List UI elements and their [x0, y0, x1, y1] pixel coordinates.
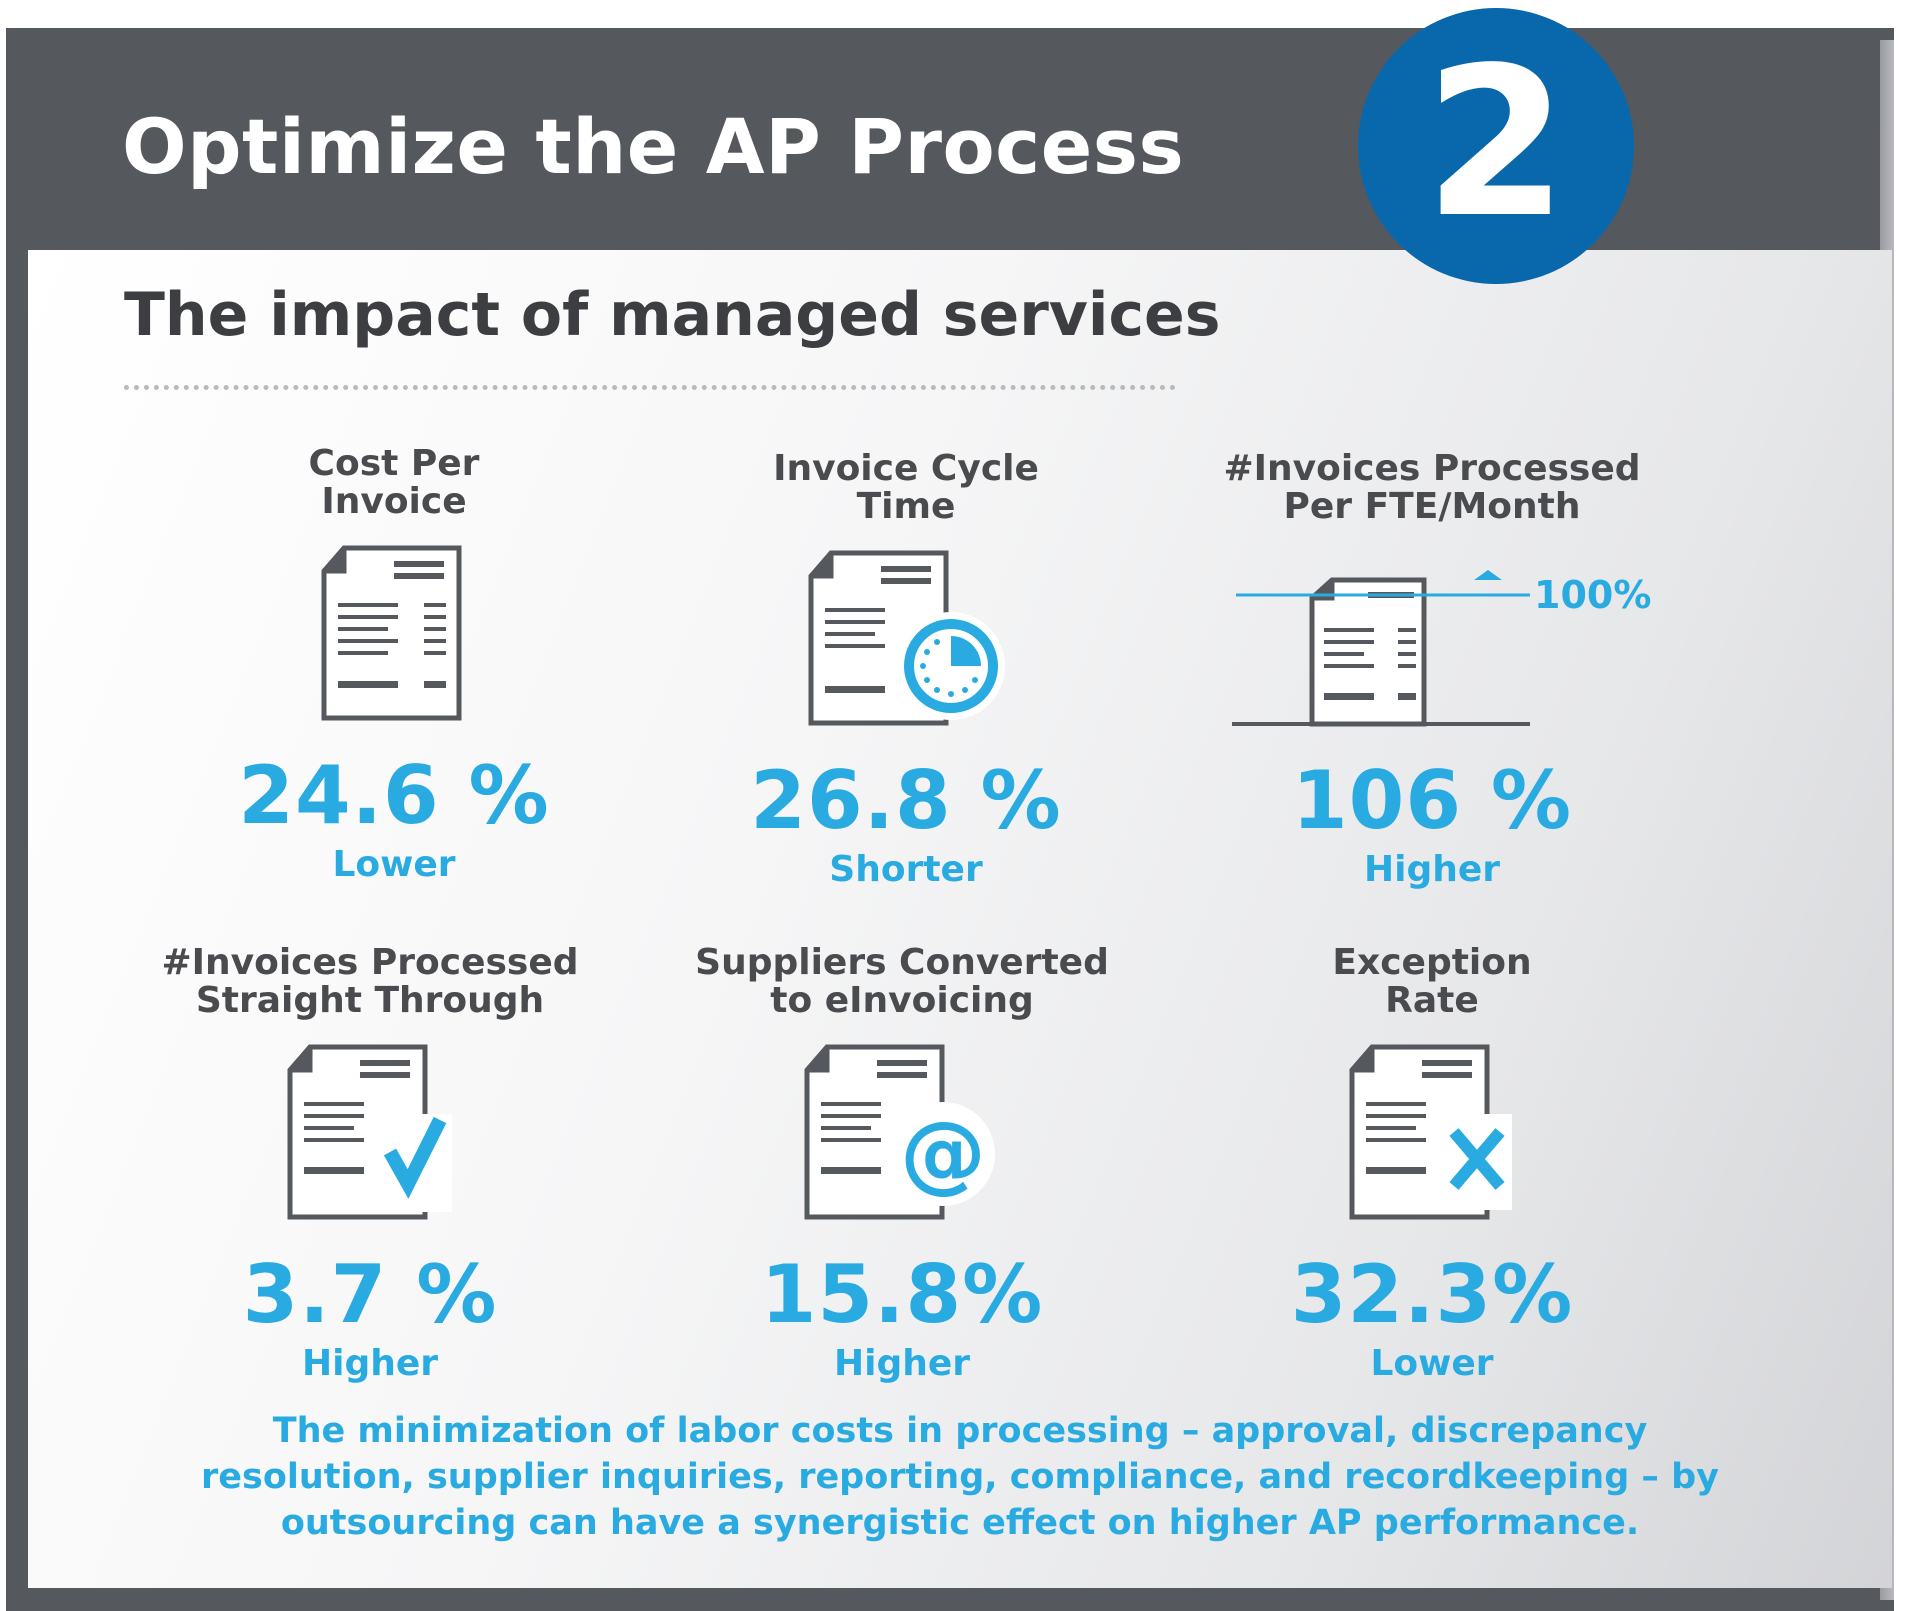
metric-direction: Higher — [1363, 849, 1501, 890]
invoice-check-icon — [287, 1044, 452, 1220]
metric-value: 106 % — [1292, 754, 1572, 847]
metric-value: 26.8 % — [750, 754, 1062, 847]
invoice-threshold-icon: 100% — [1232, 570, 1651, 727]
metric-suppliers-einvoicing: Suppliers Converted to eInvoicing @ 15.8… — [642, 944, 1162, 1384]
metric-value: 24.6 % — [238, 749, 550, 842]
metric-label: #Invoices Processed Straight Through — [161, 942, 579, 1021]
metric-direction: Lower — [332, 844, 456, 885]
metric-invoice-cycle-time: Invoice Cycle Time 26.8 % Shorter — [646, 450, 1166, 890]
metric-value: 32.3% — [1290, 1248, 1574, 1341]
metric-straight-through: #Invoices Processed Straight Through 3.7… — [110, 944, 630, 1384]
invoice-x-icon — [1349, 1044, 1512, 1220]
metric-label: #Invoices Processed Per FTE/Month — [1223, 448, 1641, 527]
metric-direction: Shorter — [829, 849, 983, 890]
step-number: 2 — [1424, 23, 1568, 263]
metric-label: Exception Rate — [1332, 942, 1532, 1021]
section-subtitle: The impact of managed services — [124, 280, 1221, 350]
step-number-badge: 2 — [1358, 8, 1634, 284]
metric-value: 3.7 % — [242, 1248, 498, 1341]
metric-label: Invoice Cycle Time — [773, 448, 1039, 527]
footer-note: The minimization of labor costs in proce… — [201, 1411, 1719, 1543]
page-title: Optimize the AP Process — [122, 102, 1185, 191]
threshold-label: 100% — [1534, 573, 1651, 617]
metric-direction: Higher — [301, 1343, 439, 1384]
metric-direction: Higher — [833, 1343, 971, 1384]
metric-cost-per-invoice: Cost Per Invoice 24.6 % Lower — [134, 445, 654, 885]
content-panel — [28, 250, 1892, 1588]
metric-label: Suppliers Converted to eInvoicing — [695, 942, 1109, 1021]
invoice-clock-icon — [808, 550, 1005, 726]
dotted-divider — [124, 385, 1176, 390]
invoice-at-icon: @ — [804, 1044, 995, 1220]
metric-label: Cost Per Invoice — [308, 443, 480, 522]
metric-invoices-per-fte: #Invoices Processed Per FTE/Month 100% 1… — [1172, 450, 1692, 890]
metric-exception-rate: Exception Rate 32.3% Lower — [1172, 944, 1692, 1384]
metric-value: 15.8% — [760, 1248, 1044, 1341]
metric-direction: Lower — [1370, 1343, 1494, 1384]
invoice-icon — [321, 545, 462, 721]
svg-text:@: @ — [900, 1103, 986, 1203]
